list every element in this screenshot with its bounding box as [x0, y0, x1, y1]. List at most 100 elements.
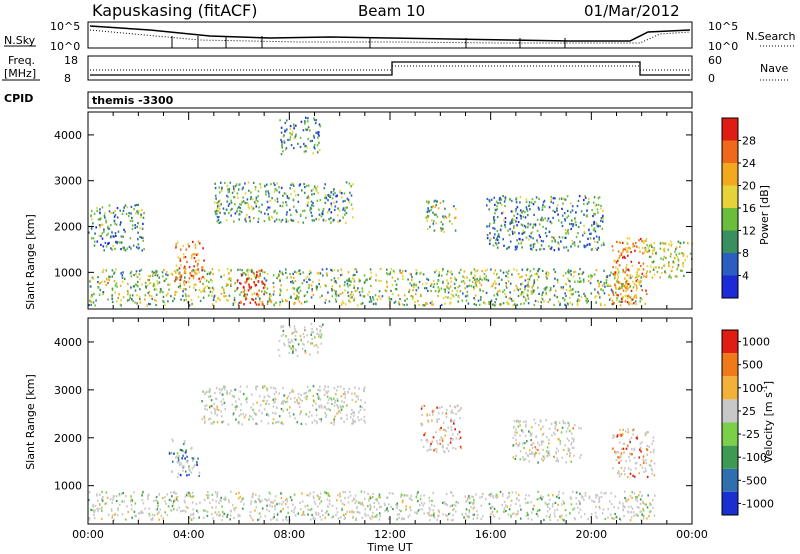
data-cell [534, 446, 537, 449]
data-cell [427, 209, 430, 212]
data-cell [144, 507, 147, 510]
data-cell [513, 512, 515, 515]
data-cell [225, 284, 228, 287]
data-cell [305, 128, 307, 131]
data-cell [158, 493, 160, 496]
data-cell [302, 221, 305, 224]
data-cell [229, 181, 232, 184]
data-cell [346, 510, 348, 513]
data-cell [450, 418, 452, 421]
data-cell [264, 285, 266, 289]
data-cell [312, 152, 314, 155]
data-cell [274, 397, 276, 400]
data-cell [504, 220, 507, 224]
data-cell [199, 501, 201, 504]
data-cell [507, 229, 509, 232]
data-cell [677, 260, 680, 263]
data-cell [602, 210, 604, 213]
data-cell [493, 294, 495, 297]
data-cell [516, 287, 518, 290]
data-cell [549, 288, 552, 291]
data-cell [541, 219, 543, 222]
data-cell [628, 455, 630, 459]
data-cell [622, 289, 625, 292]
data-cell [572, 490, 574, 493]
data-cell [429, 508, 431, 511]
data-cell [378, 512, 381, 515]
data-cell [223, 512, 226, 515]
data-cell [247, 271, 249, 274]
data-cell [445, 296, 447, 299]
data-cell [120, 272, 122, 275]
data-cell [239, 183, 241, 186]
data-cell [360, 399, 362, 402]
data-cell [446, 279, 448, 282]
data-cell [253, 201, 256, 204]
data-cell [569, 211, 572, 214]
data-cell [617, 280, 620, 283]
data-cell [336, 293, 338, 296]
colorbar-tick-label: 20 [742, 180, 756, 193]
data-cell [588, 229, 590, 232]
data-cell [272, 422, 274, 425]
data-cell [557, 519, 559, 522]
data-cell [466, 290, 469, 293]
data-cell [190, 471, 193, 474]
data-cell [568, 454, 571, 458]
data-cell [648, 515, 650, 518]
data-cell [547, 217, 550, 220]
data-cell [305, 423, 307, 426]
data-cell [457, 404, 459, 407]
data-cell [464, 295, 467, 298]
data-cell [451, 433, 454, 436]
data-cell [100, 508, 103, 511]
data-cell [306, 196, 309, 199]
data-cell [200, 277, 203, 280]
data-cell [342, 208, 344, 211]
y-tick-label: 3000 [54, 175, 82, 188]
data-cell [93, 517, 96, 520]
data-cell [289, 519, 291, 522]
data-cell [333, 418, 335, 421]
data-cell [238, 301, 241, 304]
data-cell [278, 304, 281, 307]
data-cell [489, 495, 492, 498]
data-cell [583, 202, 585, 206]
data-cell [558, 490, 560, 493]
data-cell [630, 436, 633, 439]
colorbar-tick-label: 16 [742, 202, 756, 215]
data-cell [247, 274, 250, 277]
data-cell [398, 303, 401, 306]
data-cell [626, 237, 629, 240]
data-cell [273, 220, 276, 223]
data-cell [636, 513, 638, 516]
data-cell [305, 391, 308, 394]
data-cell [570, 443, 572, 446]
data-cell [577, 290, 580, 293]
data-cell [266, 508, 268, 511]
data-cell [186, 455, 188, 458]
data-cell [143, 248, 145, 251]
data-cell [342, 392, 345, 396]
data-cell [498, 283, 500, 286]
data-cell [353, 284, 355, 287]
data-cell [524, 210, 526, 214]
data-cell [242, 200, 245, 203]
data-cell [170, 295, 172, 298]
data-cell [360, 490, 363, 493]
data-cell [326, 498, 329, 501]
data-cell [579, 267, 581, 271]
data-cell [449, 271, 452, 274]
data-cell [155, 293, 158, 296]
data-cell [626, 250, 629, 253]
data-cell [528, 201, 531, 204]
data-cell [308, 278, 310, 281]
data-cell [567, 421, 569, 424]
data-cell [652, 436, 655, 439]
data-cell [182, 253, 185, 256]
data-cell [160, 290, 162, 293]
data-cell [291, 130, 294, 133]
data-cell [507, 269, 510, 272]
data-cell [563, 298, 566, 301]
